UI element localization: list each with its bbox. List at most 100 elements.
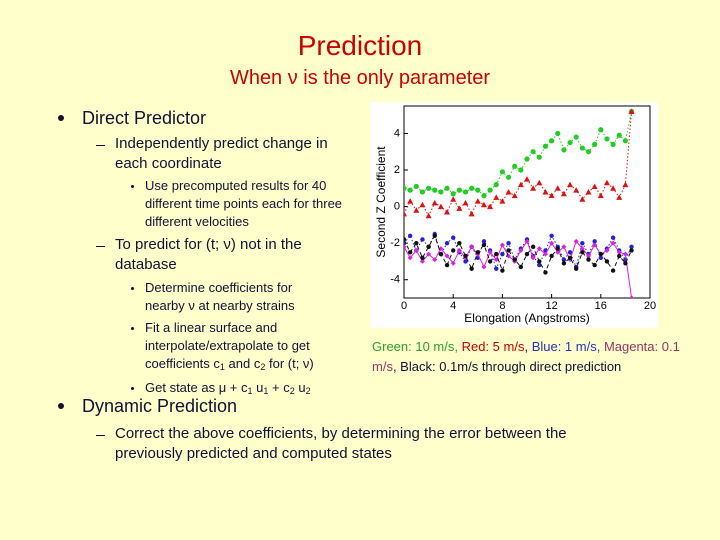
data-point: [512, 257, 517, 262]
x-tick-label: 8: [499, 300, 505, 312]
data-point: [616, 132, 622, 138]
data-point: [561, 244, 567, 250]
x-tick-label: 16: [595, 300, 607, 312]
data-point: [610, 235, 616, 240]
data-point: [543, 270, 548, 275]
data-point: [622, 251, 628, 257]
data-point: [404, 210, 407, 217]
data-point: [592, 242, 598, 248]
data-point: [555, 249, 561, 255]
data-point: [580, 240, 585, 246]
detail-text: Use precomputed results for 40 different…: [145, 178, 343, 229]
data-point: [500, 251, 505, 257]
data-point: [432, 233, 437, 239]
bullet: [131, 185, 134, 188]
data-point: [549, 138, 555, 144]
data-point: [518, 247, 524, 253]
data-point: [426, 251, 432, 257]
data-point: [610, 141, 616, 147]
caption-segment: Blue: 1 m/s,: [531, 339, 604, 354]
data-point: [413, 207, 420, 213]
data-point: [524, 176, 530, 182]
series-line: [404, 111, 633, 197]
data-point: [603, 179, 610, 186]
data-point: [518, 167, 524, 173]
x-axis-label: Elongation (Angstroms): [464, 311, 589, 325]
data-point: [438, 189, 444, 195]
data-point: [574, 266, 579, 271]
x-tick-label: 12: [545, 300, 557, 312]
text: Get state as μ + c: [145, 380, 248, 395]
data-point: [524, 251, 530, 257]
data-point: [512, 163, 518, 169]
data-point: [419, 201, 426, 208]
data-point: [530, 149, 536, 155]
bullet: [58, 403, 64, 409]
data-point: [487, 203, 494, 210]
data-point: [407, 233, 413, 239]
data-point: [622, 138, 628, 144]
data-point: [431, 199, 438, 206]
data-point: [598, 251, 603, 257]
x-tick-label: 0: [401, 300, 407, 312]
data-point: [462, 189, 469, 195]
data-point: [567, 139, 573, 146]
data-point: [530, 185, 537, 191]
bullet: [131, 387, 134, 390]
data-point: [579, 196, 586, 202]
data-point: [438, 251, 444, 257]
series-line: [404, 111, 633, 217]
data-point: [413, 183, 419, 190]
data-point: [420, 255, 425, 260]
data-point: [499, 198, 506, 204]
caption-segment: Red: 5 m/s: [461, 339, 525, 354]
data-point: [554, 185, 561, 191]
y-tick-label: 2: [394, 164, 400, 176]
data-point: [474, 198, 481, 204]
data-point: [444, 240, 450, 246]
data-point: [499, 169, 505, 175]
data-point: [475, 250, 480, 255]
data-point: [616, 249, 622, 255]
y-tick-label: -2: [390, 237, 400, 249]
data-point: [450, 196, 457, 202]
data-point: [413, 247, 419, 253]
y-tick-label: 0: [394, 200, 400, 212]
data-point: [604, 259, 610, 264]
x-tick-label: 20: [644, 300, 656, 312]
data-point: [548, 192, 555, 199]
x-tick-label: 4: [450, 300, 456, 312]
data-point: [536, 246, 542, 252]
data-point: [567, 255, 573, 260]
dash: [96, 435, 105, 436]
data-point: [610, 185, 617, 191]
data-point: [592, 141, 598, 147]
data-point: [450, 191, 456, 197]
data-point: [506, 253, 512, 259]
subscript: 1: [263, 386, 269, 396]
y-axis-label: Second Z Coefficient: [374, 146, 388, 258]
data-point: [506, 240, 511, 246]
data-point: [591, 183, 598, 189]
data-point: [580, 250, 585, 255]
y-tick-label: 4: [394, 127, 400, 139]
data-point: [561, 147, 567, 153]
subscript: 2: [260, 362, 266, 372]
figure-caption: Green: 10 m/s, Red: 5 m/s, Blue: 1 m/s, …: [372, 337, 702, 377]
data-point: [407, 187, 413, 193]
data-point: [468, 210, 475, 217]
data-point: [598, 127, 604, 133]
data-point: [598, 255, 603, 260]
data-point: [579, 145, 585, 151]
data-point: [481, 239, 487, 244]
data-point: [426, 244, 431, 249]
data-point: [457, 240, 462, 246]
text: + c: [268, 380, 290, 395]
series-line: [404, 240, 633, 298]
chart: Elongation (Angstroms) Second Z Coeffici…: [370, 102, 658, 328]
data-point: [425, 212, 432, 219]
bullet-text: Direct Predictor: [82, 108, 207, 128]
data-point: [536, 179, 543, 186]
data-point: [560, 190, 567, 197]
